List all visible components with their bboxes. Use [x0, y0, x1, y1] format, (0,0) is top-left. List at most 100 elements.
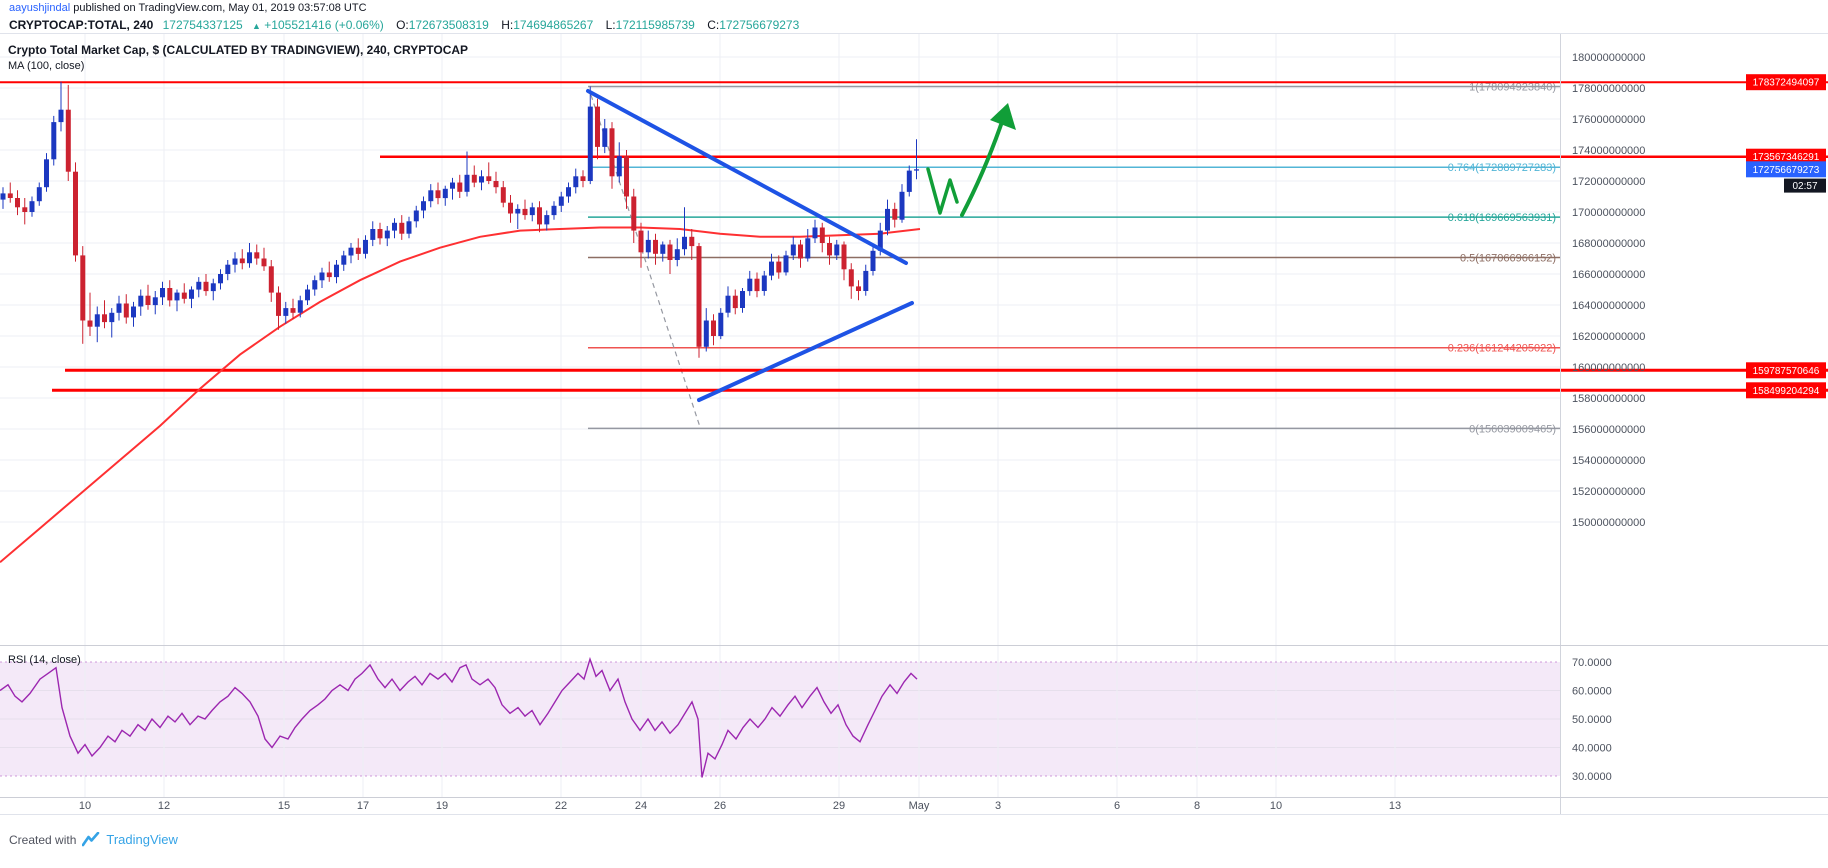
- candle-body: [123, 303, 129, 318]
- time-tick-label: 24: [635, 800, 647, 812]
- open-label: O:: [396, 18, 409, 32]
- price-tick-label: 156000000000: [1572, 424, 1645, 436]
- candle-body: [131, 306, 136, 318]
- price-tick-label: 150000000000: [1572, 517, 1645, 529]
- close-value: C:172756679273: [707, 18, 799, 32]
- footer: Created with TradingView: [0, 815, 1828, 868]
- time-tick-label: 8: [1194, 800, 1200, 812]
- fib-level-label: 0.618(169669563931): [1448, 212, 1556, 224]
- candle-body: [500, 187, 506, 203]
- candle-body: [15, 198, 20, 208]
- candle-body: [841, 244, 847, 270]
- rsi-indicator-label: RSI (14, close): [8, 654, 81, 666]
- candle-body: [413, 210, 419, 222]
- fib-level-label: 1(178094923840): [1469, 82, 1556, 94]
- tradingview-wordmark[interactable]: TradingView: [106, 832, 178, 847]
- time-tick-label: 13: [1389, 800, 1401, 812]
- fib-level-label: 0(156039009465): [1469, 423, 1556, 435]
- candle-body: [29, 201, 35, 212]
- fib-level-label: 0.236(161244205022): [1448, 343, 1556, 355]
- candle-body: [138, 295, 144, 307]
- candle-body: [239, 258, 245, 264]
- rsi-tick-label: 70.0000: [1572, 657, 1612, 669]
- candle-body: [261, 258, 267, 267]
- high-label: H:: [501, 18, 514, 32]
- price-tick-label: 174000000000: [1572, 145, 1645, 157]
- price-tick-label: 152000000000: [1572, 486, 1645, 498]
- candle-body: [312, 280, 318, 290]
- tradingview-logo-icon: [82, 832, 100, 847]
- ma-indicator-label: MA (100, close): [8, 60, 85, 72]
- candle-body: [856, 286, 861, 291]
- candle-body: [450, 182, 455, 189]
- green-arrow-drawing: [926, 103, 1016, 217]
- high-number: 174694865267: [513, 18, 594, 32]
- candle-body: [747, 278, 753, 292]
- candle-body: [558, 196, 564, 206]
- candle-body: [65, 109, 71, 172]
- publish-line: aayushjindal published on TradingView.co…: [9, 2, 367, 14]
- candle-body: [573, 176, 579, 188]
- price-tick-label: 168000000000: [1572, 238, 1645, 250]
- candle-body: [609, 128, 615, 177]
- trendline: [586, 89, 908, 265]
- candle-body: [370, 229, 376, 240]
- low-label: L:: [605, 18, 616, 32]
- candle-body: [152, 297, 158, 306]
- last-price: 172754337125: [162, 18, 243, 32]
- price-tag: 158499204294: [1753, 386, 1820, 397]
- candle-body: [457, 182, 463, 192]
- candle-body: [102, 314, 107, 323]
- price-change: +105521416 (+0.06%): [264, 18, 384, 32]
- candle-body: [203, 281, 209, 292]
- price-axis: 180000000000 178000000000 176000000000 1740…: [1572, 52, 1645, 783]
- close-number: 172756679273: [719, 18, 800, 32]
- price-tick-label: 164000000000: [1572, 300, 1645, 312]
- candle-body: [442, 188, 448, 199]
- panel-borders: [0, 33, 1828, 815]
- candle-body: [145, 295, 151, 305]
- candle-body: [355, 247, 361, 254]
- candle-body: [167, 288, 173, 301]
- candle-body: [587, 106, 593, 181]
- candle-body: [616, 156, 622, 177]
- time-tick-label: 10: [79, 800, 91, 812]
- low-number: 172115985739: [615, 18, 695, 32]
- arrow-zigzag: [926, 167, 959, 215]
- candle-body: [602, 128, 608, 147]
- current-price-tag: 172756679273: [1753, 165, 1820, 176]
- countdown-tag: 02:57: [1792, 181, 1817, 192]
- high-value: H:174694865267: [501, 18, 593, 32]
- author-link[interactable]: aayushjindal: [9, 2, 71, 14]
- price-tag: 173567346291: [1753, 152, 1820, 163]
- candle-body: [268, 266, 274, 293]
- candle-body: [73, 171, 78, 256]
- candle-body: [863, 270, 869, 291]
- close-label: C:: [707, 18, 720, 32]
- time-tick-label: 6: [1114, 800, 1120, 812]
- open-value: O:172673508319: [396, 18, 489, 32]
- candle-body: [595, 106, 600, 147]
- rsi-tick-label: 50.0000: [1572, 714, 1612, 726]
- candle-body: [181, 292, 187, 299]
- candle-body: [899, 191, 905, 220]
- published-text: published on TradingView.com, May 01, 20…: [70, 2, 367, 14]
- time-tick-label: May: [909, 800, 930, 812]
- candle-body: [580, 176, 586, 181]
- candle-body: [885, 208, 890, 231]
- candle-body: [94, 314, 100, 327]
- candle-body: [421, 201, 426, 211]
- time-axis: 10 12 15 17 19 22 24 26 29 May 3 6 8 10 13: [79, 800, 1401, 812]
- price-tick-label: 170000000000: [1572, 207, 1645, 219]
- candle-body: [399, 222, 405, 234]
- up-triangle-icon: ▲: [252, 21, 261, 31]
- candle-body: [848, 269, 854, 287]
- candle-body: [653, 239, 658, 254]
- candle-body: [319, 272, 325, 281]
- price-tick-label: 176000000000: [1572, 114, 1645, 126]
- countdown-tag-bg: [1784, 178, 1826, 193]
- candle-body: [44, 159, 49, 188]
- candle-body: [276, 292, 281, 316]
- price-tick-label: 172000000000: [1572, 176, 1645, 188]
